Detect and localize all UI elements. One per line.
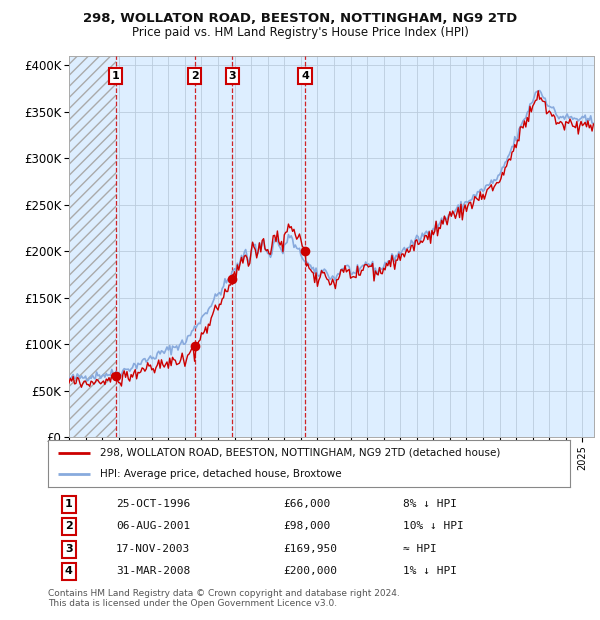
Text: 298, WOLLATON ROAD, BEESTON, NOTTINGHAM, NG9 2TD: 298, WOLLATON ROAD, BEESTON, NOTTINGHAM,… — [83, 12, 517, 25]
Text: Price paid vs. HM Land Registry's House Price Index (HPI): Price paid vs. HM Land Registry's House … — [131, 26, 469, 39]
Text: £66,000: £66,000 — [283, 499, 330, 509]
Text: 06-AUG-2001: 06-AUG-2001 — [116, 521, 190, 531]
Text: £169,950: £169,950 — [283, 544, 337, 554]
Text: 2: 2 — [191, 71, 199, 81]
Text: £200,000: £200,000 — [283, 567, 337, 577]
Text: 31-MAR-2008: 31-MAR-2008 — [116, 567, 190, 577]
Text: ≈ HPI: ≈ HPI — [403, 544, 437, 554]
Text: 10% ↓ HPI: 10% ↓ HPI — [403, 521, 464, 531]
Text: 8% ↓ HPI: 8% ↓ HPI — [403, 499, 457, 509]
Text: 17-NOV-2003: 17-NOV-2003 — [116, 544, 190, 554]
Bar — [69, 56, 116, 437]
Text: £98,000: £98,000 — [283, 521, 330, 531]
Text: 298, WOLLATON ROAD, BEESTON, NOTTINGHAM, NG9 2TD (detached house): 298, WOLLATON ROAD, BEESTON, NOTTINGHAM,… — [100, 448, 500, 458]
Text: 3: 3 — [229, 71, 236, 81]
Text: Contains HM Land Registry data © Crown copyright and database right 2024.
This d: Contains HM Land Registry data © Crown c… — [48, 589, 400, 608]
Text: 4: 4 — [65, 567, 73, 577]
Text: 1% ↓ HPI: 1% ↓ HPI — [403, 567, 457, 577]
Text: 1: 1 — [65, 499, 73, 509]
Text: 2: 2 — [65, 521, 73, 531]
Text: 4: 4 — [301, 71, 309, 81]
Text: 1: 1 — [112, 71, 119, 81]
Text: HPI: Average price, detached house, Broxtowe: HPI: Average price, detached house, Brox… — [100, 469, 342, 479]
Text: 3: 3 — [65, 544, 73, 554]
Text: 25-OCT-1996: 25-OCT-1996 — [116, 499, 190, 509]
